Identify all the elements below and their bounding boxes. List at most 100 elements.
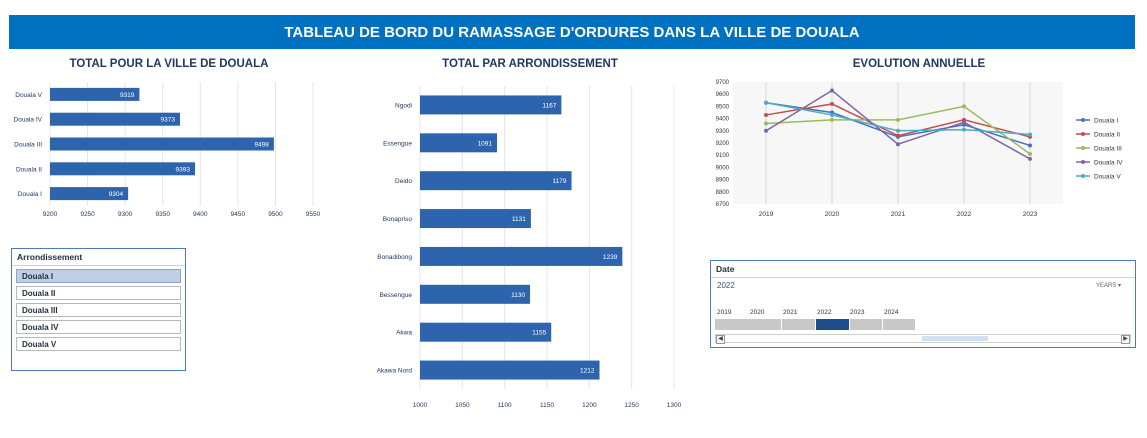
x-tick-label: 9350 xyxy=(155,211,170,218)
timeline-selection: 2022 xyxy=(717,281,735,290)
x-tick-label: 2020 xyxy=(825,211,840,218)
arrondissement-slicer: Arrondissement Douala I Douala II Douala… xyxy=(11,248,186,371)
chart1-title: TOTAL POUR LA VILLE DE DOUALA xyxy=(69,58,269,70)
slicer-item-douala-v[interactable]: Douala V xyxy=(16,337,181,351)
bar xyxy=(50,187,129,201)
data-point xyxy=(764,128,768,133)
y-tick-label: 8800 xyxy=(716,190,730,196)
category-label: Deido xyxy=(395,178,412,185)
bar xyxy=(50,137,274,151)
data-label: 1167 xyxy=(542,102,556,109)
category-label: Douala V xyxy=(15,92,42,99)
timeline-bar-2019-2020[interactable] xyxy=(715,319,782,330)
timeline-scrollbar[interactable]: ◀ ▶ xyxy=(715,334,1131,344)
timeline-year-label: 2023 xyxy=(850,309,865,316)
data-point xyxy=(830,101,834,106)
x-tick-label: 1250 xyxy=(624,402,639,409)
y-tick-label: 9700 xyxy=(716,80,730,86)
x-tick-label: 1150 xyxy=(540,402,554,409)
bar xyxy=(420,209,531,229)
data-label: 1091 xyxy=(478,140,493,147)
category-label: Bonapriso xyxy=(383,216,413,223)
bar xyxy=(420,95,562,115)
y-tick-label: 9600 xyxy=(716,92,730,98)
timeline-year-label: 2020 xyxy=(750,309,765,316)
data-point xyxy=(830,117,834,122)
data-label: 1155 xyxy=(532,330,546,337)
data-label: 9393 xyxy=(176,166,191,173)
data-label: 9498 xyxy=(254,142,269,149)
slicer-item-douala-iii[interactable]: Douala III xyxy=(16,303,181,317)
category-label: Bonadibong xyxy=(377,254,412,261)
y-tick-label: 9200 xyxy=(716,141,730,147)
category-label: Ngodi xyxy=(395,102,412,109)
bar xyxy=(420,133,498,153)
x-tick-label: 9450 xyxy=(231,211,246,218)
slicer-item-douala-i[interactable]: Douala I xyxy=(16,269,181,283)
scroll-left-icon[interactable]: ◀ xyxy=(716,335,725,344)
data-point xyxy=(1028,132,1032,137)
x-tick-label: 9500 xyxy=(268,211,283,218)
chart-total-arrondissement: 1000 1050 1100 1150 1200 1250 1300 Ngodi 1167 Ess… xyxy=(377,86,682,409)
slicer-title: Arrondissement xyxy=(12,249,185,266)
timeline-level-dropdown[interactable]: YEARS ▾ xyxy=(1095,283,1121,289)
category-label: Essengue xyxy=(383,140,412,147)
data-point xyxy=(764,100,768,105)
data-label: 9304 xyxy=(109,191,124,198)
legend-label: Douala IV xyxy=(1094,160,1123,167)
data-point xyxy=(1028,151,1032,156)
bar xyxy=(50,87,140,101)
x-tick-label: 1100 xyxy=(498,402,512,409)
bar xyxy=(50,162,196,176)
legend-label: Douala V xyxy=(1094,174,1121,181)
dashboard-title: TABLEAU DE BORD DU RAMASSAGE D'ORDURES D… xyxy=(9,15,1135,49)
category-label: Douala II xyxy=(16,166,42,173)
x-tick-label: 9300 xyxy=(118,211,133,218)
bar xyxy=(420,360,600,380)
data-label: 1212 xyxy=(580,368,595,375)
slicer-item-douala-ii[interactable]: Douala II xyxy=(16,286,181,300)
x-tick-label: 2022 xyxy=(957,211,972,218)
data-point xyxy=(1028,143,1032,148)
scroll-right-icon[interactable]: ▶ xyxy=(1121,335,1130,344)
timeline-year-label: 2021 xyxy=(783,309,798,316)
x-tick-label: 9400 xyxy=(193,211,208,218)
data-label: 1130 xyxy=(511,292,525,299)
data-label: 1179 xyxy=(553,178,567,185)
timeline-bar-2021[interactable] xyxy=(782,319,816,330)
timeline-bar-2024[interactable] xyxy=(883,319,916,330)
x-tick-label: 1300 xyxy=(667,402,682,409)
data-point xyxy=(962,104,966,109)
bar xyxy=(420,284,531,304)
y-tick-label: 9300 xyxy=(716,129,730,135)
bar xyxy=(50,112,180,126)
legend-marker xyxy=(1081,174,1085,178)
y-tick-label: 8900 xyxy=(716,178,730,184)
legend-label: Douala II xyxy=(1094,132,1120,139)
legend-marker xyxy=(1081,118,1085,122)
date-timeline: Date 2022 YEARS ▾ 2019 2020 2021 2022 20… xyxy=(710,260,1136,348)
data-point xyxy=(896,117,900,122)
bar xyxy=(420,171,572,191)
chart2-title: TOTAL PAR ARRONDISSEMENT xyxy=(442,58,618,70)
data-point xyxy=(962,127,966,132)
x-tick-label: 2021 xyxy=(891,211,906,218)
bar xyxy=(420,246,623,266)
category-label: Akwa xyxy=(396,330,412,337)
y-tick-label: 9400 xyxy=(716,117,730,123)
legend-marker xyxy=(1081,132,1085,136)
y-tick-label: 9000 xyxy=(716,165,730,171)
data-label: 9373 xyxy=(161,117,176,124)
x-tick-label: 1200 xyxy=(582,402,597,409)
x-tick-label: 9250 xyxy=(80,211,95,218)
timeline-year-label: 2022 xyxy=(817,309,832,316)
slicer-item-douala-iv[interactable]: Douala IV xyxy=(16,320,181,334)
timeline-bar-2023[interactable] xyxy=(850,319,883,330)
chart-evolution-annuelle: 9700 9600 9500 9400 9300 9200 9100 9000 8900 8800… xyxy=(716,80,1124,218)
scroll-thumb[interactable] xyxy=(922,336,988,341)
data-point xyxy=(896,128,900,133)
x-tick-label: 2023 xyxy=(1023,211,1038,218)
timeline-title: Date xyxy=(711,261,1135,278)
timeline-bar-2022[interactable] xyxy=(816,319,850,330)
data-label: 1131 xyxy=(512,216,526,223)
